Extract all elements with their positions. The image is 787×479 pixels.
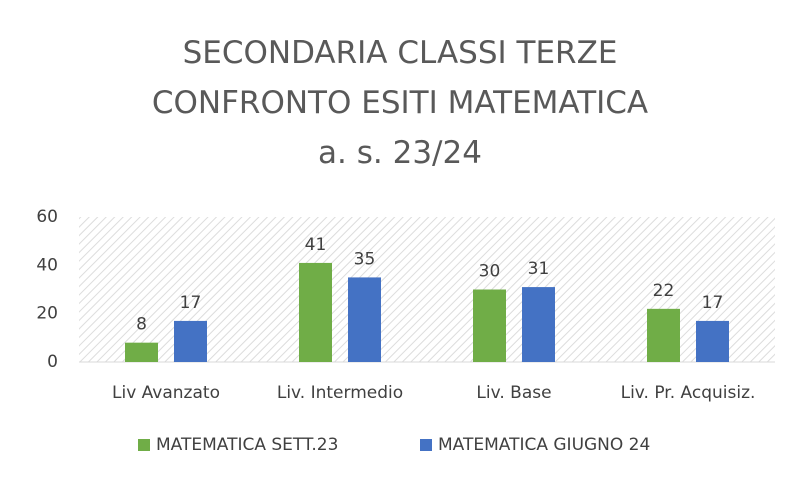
bar	[696, 320, 729, 362]
legend-label: MATEMATICA GIUGNO 24	[438, 435, 650, 455]
y-tick-label: 60	[36, 207, 58, 227]
legend-swatch	[138, 439, 150, 451]
data-label: 17	[702, 293, 724, 313]
x-tick-label: Liv. Base	[476, 383, 551, 403]
y-tick-label: 0	[47, 352, 58, 372]
bar	[174, 320, 207, 362]
y-tick-label: 20	[36, 304, 58, 324]
bar	[522, 287, 555, 362]
data-label: 35	[354, 249, 376, 269]
legend-label: MATEMATICA SETT.23	[156, 435, 338, 455]
data-label: 31	[528, 259, 550, 279]
bar	[299, 262, 332, 362]
chart-title: SECONDARIA CLASSI TERZE CONFRONTO ESITI …	[151, 35, 649, 171]
legend-swatch	[420, 439, 432, 451]
data-label: 41	[305, 235, 327, 255]
data-label: 22	[653, 281, 675, 301]
bar	[647, 308, 680, 362]
data-label: 17	[180, 293, 202, 313]
x-tick-label: Liv Avanzato	[112, 383, 220, 403]
y-tick-label: 40	[36, 255, 58, 275]
bar	[348, 277, 381, 362]
data-label: 30	[479, 262, 501, 282]
bar	[125, 342, 158, 362]
data-label: 8	[136, 315, 147, 335]
x-tick-label: Liv. Intermedio	[277, 383, 403, 403]
bar	[473, 289, 506, 362]
x-tick-label: Liv. Pr. Acquisiz.	[621, 383, 756, 403]
